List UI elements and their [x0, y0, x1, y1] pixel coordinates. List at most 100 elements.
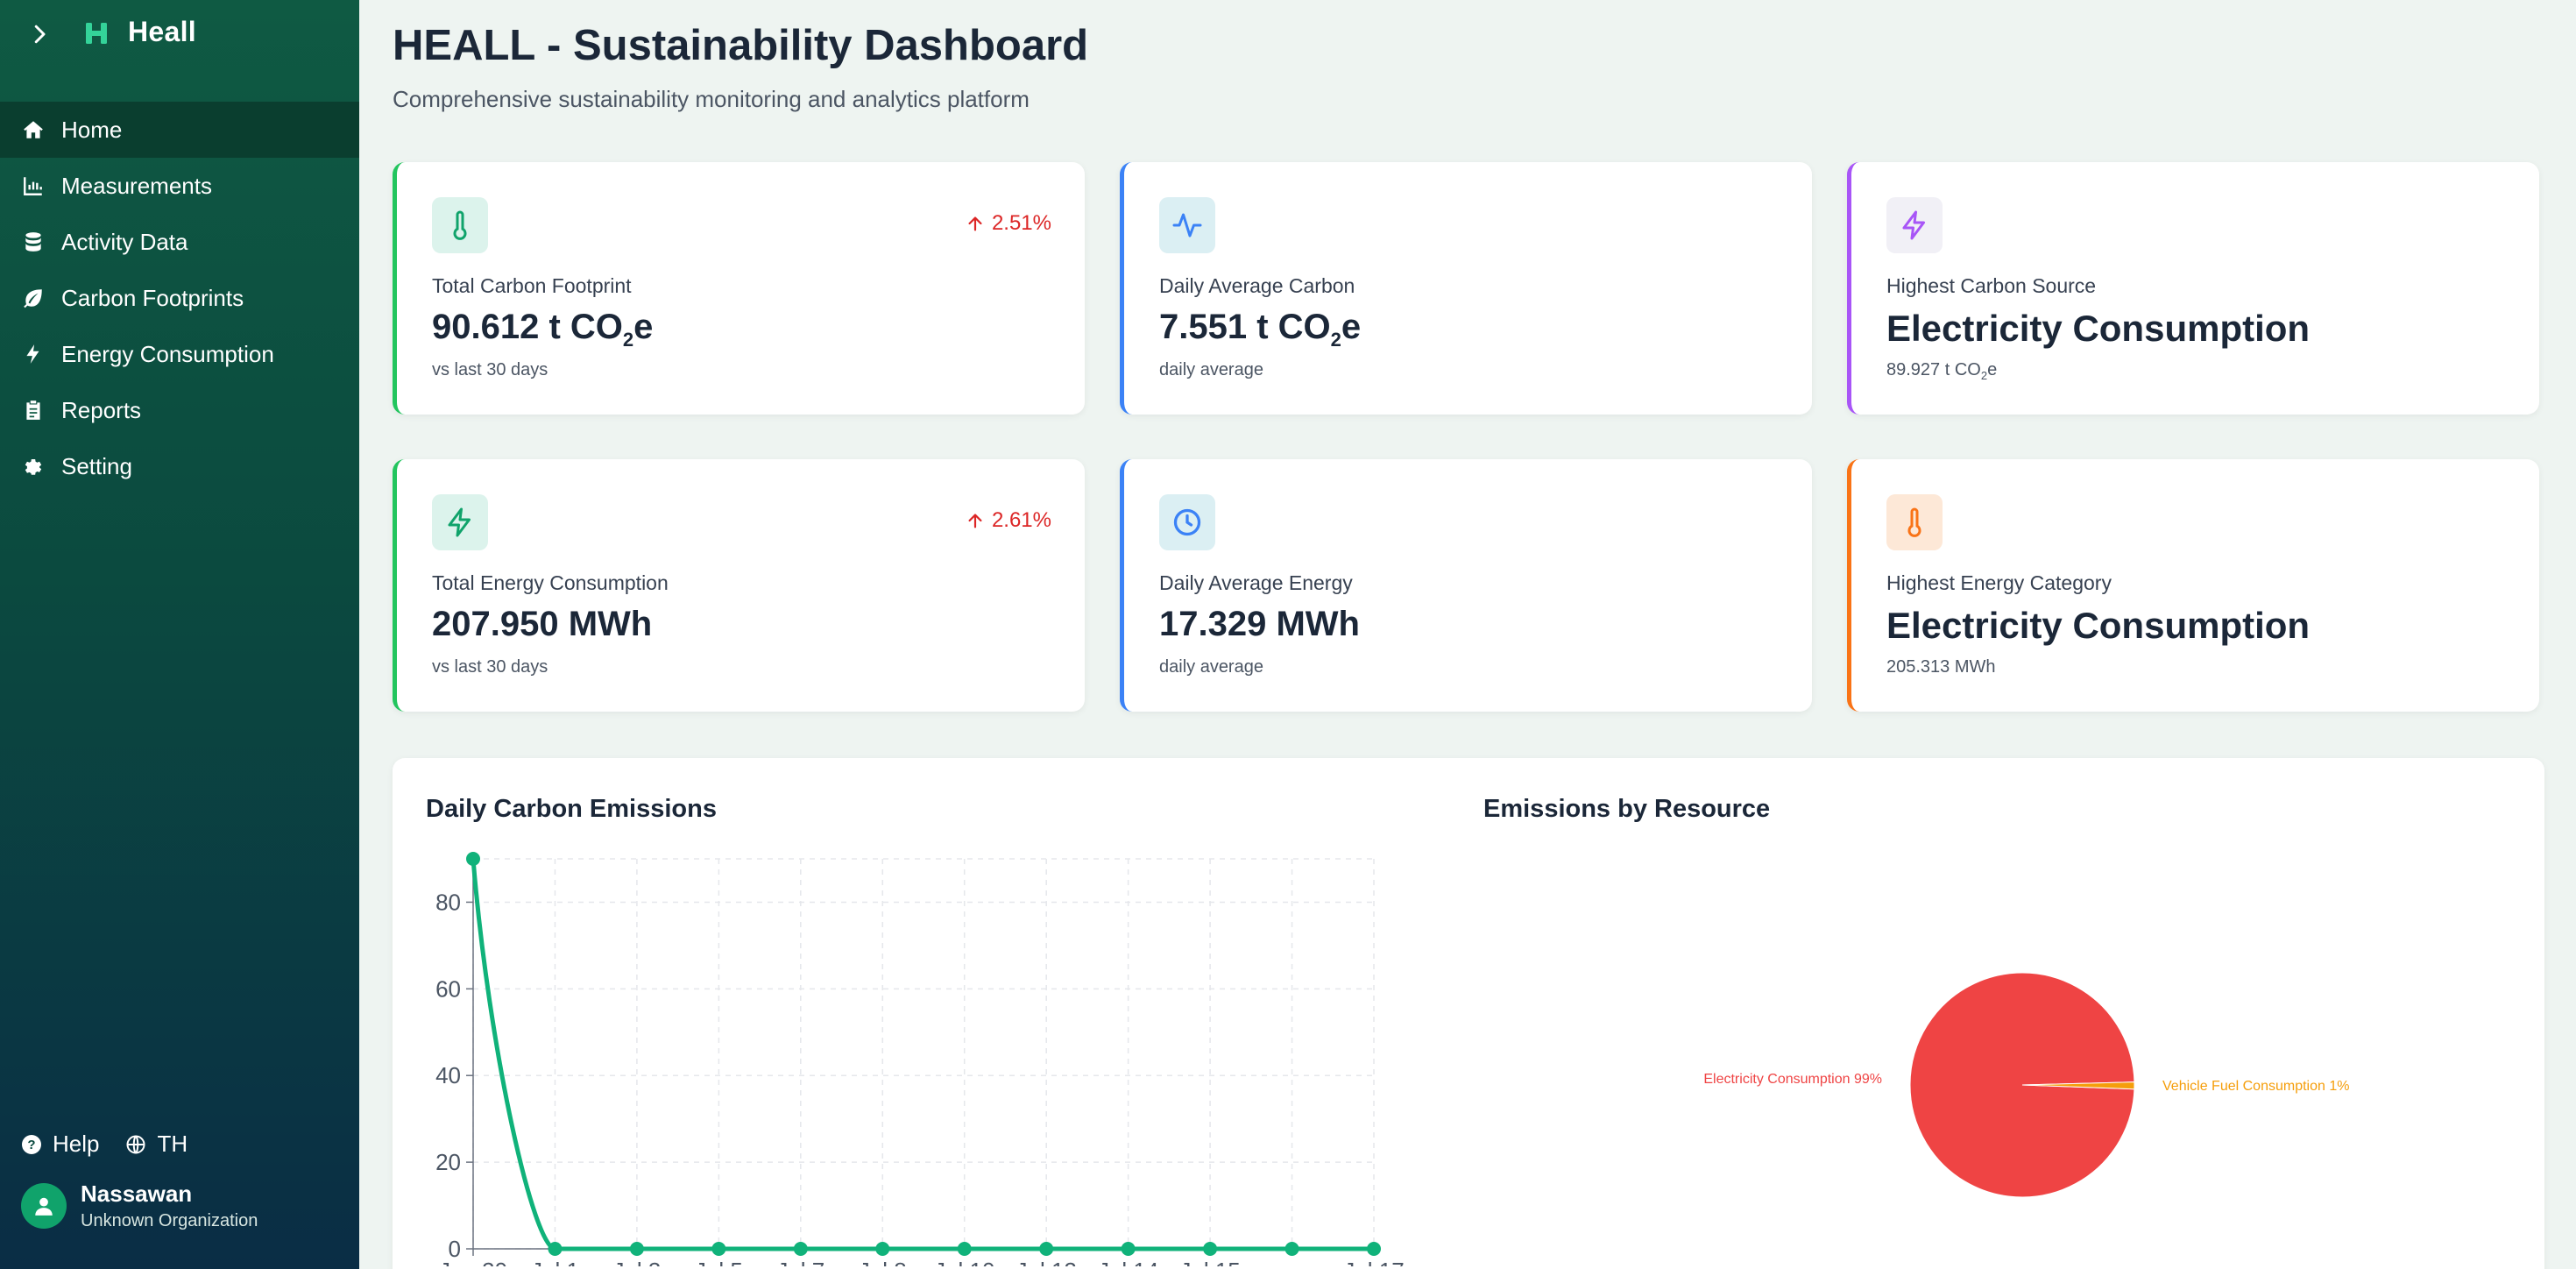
data-point: [1039, 1242, 1054, 1256]
user-name: Nassawan: [81, 1180, 193, 1207]
sidebar-item-home[interactable]: Home: [0, 102, 359, 158]
heall-logo-icon: [86, 22, 107, 44]
arrow-up-icon: [968, 216, 982, 231]
page-subtitle: Comprehensive sustainability monitoring …: [393, 86, 1030, 112]
sidebar-item-carbon-footprints[interactable]: Carbon Footprints: [0, 270, 359, 326]
user-organization: Unknown Organization: [81, 1211, 258, 1230]
x-tick-label: Jun 30: [439, 1258, 507, 1266]
sidebar-item-label: Carbon Footprints: [61, 284, 244, 311]
sidebar-item-label: Reports: [61, 396, 142, 423]
x-tick-label: Jul 8: [859, 1258, 907, 1266]
line-chart-title: Daily Carbon Emissions: [426, 795, 717, 823]
pie-chart-title: Emissions by Resource: [1483, 795, 1771, 823]
thermometer-icon: [432, 197, 488, 253]
main-content: HEALL - Sustainability Dashboard Compreh…: [359, 0, 2576, 1269]
thermometer-icon: [1886, 494, 1943, 550]
card-note: vs last 30 days: [432, 360, 548, 379]
sidebar-item-setting[interactable]: Setting: [0, 438, 359, 494]
daily-carbon-emissions-chart: 0 20 40 60 80 Jun 30 Jul 1 Jul 3 Jul 5 Jul 7 Jul 8…: [435, 852, 1405, 1266]
sidebar-item-label: Home: [61, 116, 123, 143]
x-tick-label: Jul 12: [1016, 1258, 1076, 1266]
avatar: [21, 1183, 67, 1229]
card-value: Electricity Consumption: [1886, 308, 2311, 349]
user-profile[interactable]: Nassawan Unknown Organization: [21, 1180, 345, 1231]
trend-value: 2.61%: [991, 508, 1051, 532]
language-toggle[interactable]: TH: [125, 1131, 188, 1158]
card-total-carbon-footprint: 2.51% Total Carbon Footprint 90.612 t CO…: [393, 162, 1085, 415]
brand[interactable]: Heall: [84, 16, 196, 48]
sidebar-item-energy-consumption[interactable]: Energy Consumption: [0, 326, 359, 382]
sidebar-item-label: Activity Data: [61, 228, 188, 255]
data-point: [1284, 1242, 1299, 1256]
data-point: [711, 1242, 726, 1256]
data-point: [466, 852, 480, 866]
card-label: Total Carbon Footprint: [432, 274, 632, 297]
data-point: [548, 1242, 563, 1256]
pie-label-vehicle-fuel: Vehicle Fuel Consumption 1%: [2162, 1079, 2349, 1094]
x-tick-label: Jul 10: [934, 1258, 994, 1266]
language-label: TH: [157, 1131, 188, 1157]
help-icon: ?: [22, 1134, 41, 1154]
data-point: [629, 1242, 644, 1256]
data-point: [957, 1242, 972, 1256]
card-daily-average-energy: Daily Average Energy 17.329 MWh daily av…: [1120, 459, 1812, 712]
data-point: [1367, 1242, 1381, 1256]
sidebar-nav: Home Measurements Activity Data Carbon F…: [0, 102, 359, 494]
charts-panel: Daily Carbon Emissions Emissions by Reso…: [393, 758, 2544, 1269]
card-label: Daily Average Carbon: [1159, 274, 1355, 297]
card-value: 207.950 MWh: [432, 605, 653, 643]
bolt-icon: [432, 494, 488, 550]
card-highest-carbon-source: Highest Carbon Source Electricity Consum…: [1847, 162, 2539, 415]
card-highest-energy-category: Highest Energy Category Electricity Cons…: [1847, 459, 2539, 712]
trend-up-badge: 2.51%: [966, 211, 1051, 236]
card-label: Total Energy Consumption: [432, 571, 669, 594]
bolt-icon: [21, 342, 46, 366]
x-tick-label: Jul 14: [1098, 1258, 1158, 1266]
x-tick-label: Jul 5: [695, 1258, 743, 1266]
y-tick-label: 60: [435, 975, 461, 1002]
x-tick-label: Jul 17: [1343, 1258, 1404, 1266]
card-note: daily average: [1159, 657, 1263, 677]
database-icon: [21, 230, 46, 254]
sidebar-item-reports[interactable]: Reports: [0, 382, 359, 438]
bar-chart-icon: [21, 174, 46, 198]
sidebar-item-measurements[interactable]: Measurements: [0, 158, 359, 214]
sidebar-item-activity-data[interactable]: Activity Data: [0, 214, 359, 270]
card-note: daily average: [1159, 360, 1263, 379]
data-point: [875, 1242, 890, 1256]
card-value: Electricity Consumption: [1886, 605, 2311, 646]
sidebar: Heall Home Measurements Activity Data Ca…: [0, 0, 359, 1269]
leaf-icon: [21, 286, 46, 310]
expand-sidebar-button[interactable]: [26, 21, 53, 47]
sidebar-item-label: Setting: [61, 452, 132, 479]
x-tick-label: Jul 7: [776, 1258, 824, 1266]
card-value: 7.551 t CO2e: [1159, 308, 1362, 351]
activity-icon: [1159, 197, 1215, 253]
y-tick-label: 40: [435, 1062, 461, 1088]
card-total-energy-consumption: 2.61% Total Energy Consumption 207.950 M…: [393, 459, 1085, 712]
card-note: 205.313 MWh: [1886, 657, 1996, 677]
x-tick-label: Jul 3: [612, 1258, 661, 1266]
data-point: [1203, 1242, 1218, 1256]
svg-text:?: ?: [27, 1138, 35, 1152]
y-tick-label: 0: [449, 1236, 461, 1262]
pie-slice-vehicle-fuel: [2021, 1081, 2135, 1090]
emissions-series-line: [471, 858, 1374, 1251]
help-button[interactable]: ? Help: [21, 1131, 99, 1158]
sidebar-item-label: Energy Consumption: [61, 340, 274, 367]
user-icon: [35, 1197, 53, 1216]
card-daily-average-carbon: Daily Average Carbon 7.551 t CO2e daily …: [1120, 162, 1812, 415]
card-note: vs last 30 days: [432, 657, 548, 677]
lightning-icon: [1886, 197, 1943, 253]
brand-name: Heall: [128, 16, 196, 47]
clipboard-icon: [21, 398, 46, 422]
x-tick-label: Jul 15: [1179, 1258, 1240, 1266]
home-icon: [21, 117, 46, 142]
card-label: Daily Average Energy: [1159, 571, 1353, 594]
gear-icon: [21, 454, 46, 479]
arrow-up-icon: [968, 514, 982, 528]
page-title: HEALL - Sustainability Dashboard: [393, 22, 1089, 69]
clock-icon: [1159, 494, 1215, 550]
x-tick-label: Jul 1: [531, 1258, 579, 1266]
card-value: 17.329 MWh: [1159, 605, 1360, 643]
